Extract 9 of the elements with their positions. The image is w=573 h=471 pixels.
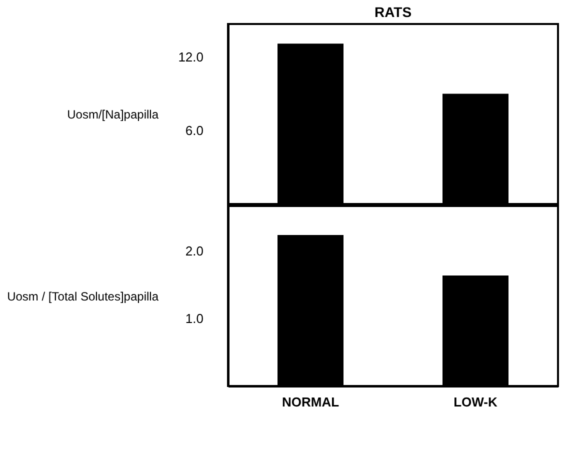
chart-title: RATS — [374, 4, 412, 20]
y-axis-title: Uosm/[Na]papilla — [67, 108, 159, 122]
y-tick-label: 6.0 — [185, 123, 204, 138]
y-tick-label: 12.0 — [178, 50, 204, 65]
y-tick-label: 2.0 — [185, 244, 204, 259]
y-tick-label: 1.0 — [185, 311, 204, 326]
y-axis-title: Uosm / [Total Solutes]papilla — [7, 290, 159, 304]
x-tick-label: NORMAL — [282, 394, 340, 410]
x-tick-label: LOW-K — [454, 394, 498, 410]
